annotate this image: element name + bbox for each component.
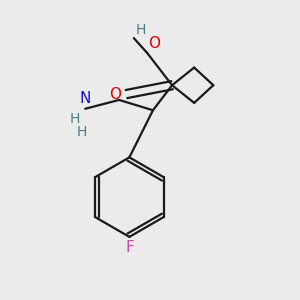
Text: O: O (148, 36, 160, 51)
Text: H: H (135, 22, 146, 37)
Text: H: H (70, 112, 80, 126)
Text: N: N (80, 91, 91, 106)
Text: O: O (109, 87, 121, 102)
Text: H: H (77, 125, 88, 139)
Text: F: F (125, 240, 134, 255)
